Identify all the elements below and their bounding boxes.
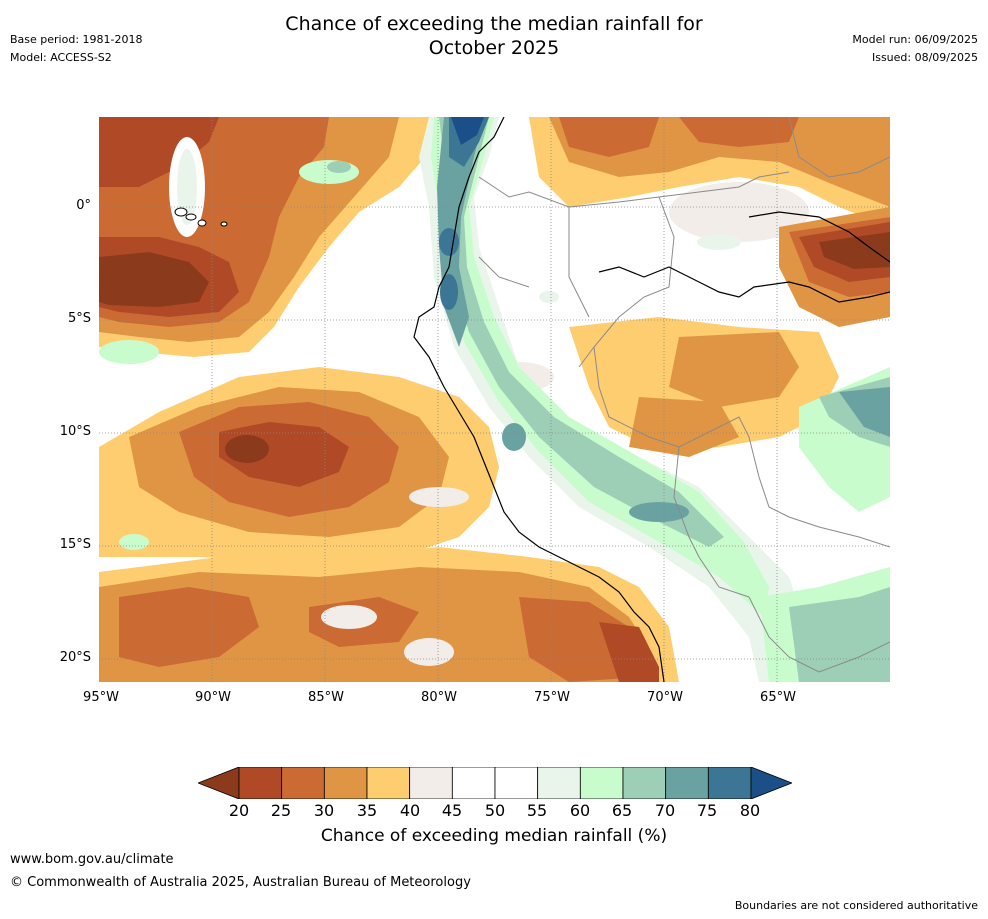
lat-label-20s: 20°S [59, 650, 91, 665]
map-title: Chance of exceeding the median rainfall … [0, 12, 988, 60]
footer-copyright: © Commonwealth of Australia 2025, Austra… [10, 875, 471, 890]
legend-swatch [366, 766, 411, 800]
legend-tick: 75 [696, 801, 718, 820]
lat-label-10s: 10°S [59, 424, 91, 439]
model-run: Model run: 06/09/2025 [852, 33, 978, 46]
legend-swatch [665, 766, 709, 800]
base-period: Base period: 1981-2018 [10, 33, 143, 46]
legend-swatch [451, 766, 496, 800]
lon-label-85w: 85°W [308, 690, 344, 705]
title-line-2: October 2025 [428, 37, 560, 59]
lat-label-5s: 5°S [67, 311, 91, 326]
eastern-brazil-wet [99, 160, 890, 682]
meta-left: Base period: 1981-2018 Model: ACCESS-S2 [10, 31, 142, 67]
graticule [99, 117, 890, 682]
legend-swatch [494, 766, 539, 800]
amazon-dry-region [569, 317, 839, 457]
legend-tick: 25 [270, 801, 292, 820]
footer-disclaimer: Boundaries are not considered authoritat… [734, 899, 978, 912]
southern-dry-band [99, 547, 679, 682]
legend-colorbar [196, 766, 794, 800]
galapagos-islands [174, 207, 228, 227]
legend-swatch [238, 766, 283, 800]
legend-swatch [537, 766, 581, 800]
lon-label-65w: 65°W [760, 690, 796, 705]
lon-label-75w: 75°W [534, 690, 570, 705]
legend-tick: 55 [526, 801, 548, 820]
lon-label-80w: 80°W [421, 690, 457, 705]
legend-tick: 80 [739, 801, 761, 820]
country-boundaries [478, 117, 890, 673]
andean-wet-band [419, 117, 809, 682]
legend-swatch [323, 766, 368, 800]
legend-tick: 30 [313, 801, 335, 820]
legend-title: Chance of exceeding median rainfall (%) [320, 826, 668, 846]
legend-swatch [707, 766, 752, 800]
central-pacific-dry-band [99, 367, 499, 562]
legend-swatch [409, 766, 453, 800]
lon-label-70w: 70°W [647, 690, 683, 705]
title-line-1: Chance of exceeding the median rainfall … [285, 13, 703, 35]
legend-swatch [281, 766, 325, 800]
northern-south-america-dry [529, 117, 890, 327]
coastline [413, 117, 890, 682]
model-name: Model: ACCESS-S2 [10, 51, 112, 64]
rainfall-map [99, 117, 890, 682]
legend-swatch [579, 766, 624, 800]
legend-tick: 60 [569, 801, 591, 820]
legend-extend-low [196, 766, 240, 800]
issued-date: Issued: 08/09/2025 [871, 51, 978, 64]
meta-right: Model run: 06/09/2025 Issued: 08/09/2025 [852, 31, 978, 67]
footer-url[interactable]: www.bom.gov.au/climate [10, 852, 174, 867]
legend-tick: 65 [611, 801, 633, 820]
legend-swatch [622, 766, 667, 800]
legend-tick: 45 [441, 801, 463, 820]
lon-label-90w: 90°W [195, 690, 231, 705]
legend-tick: 20 [228, 801, 250, 820]
legend-tick: 40 [399, 801, 421, 820]
lat-label-15s: 15°S [59, 537, 91, 552]
lat-label-0: 0° [76, 198, 91, 213]
legend-tick: 50 [484, 801, 506, 820]
legend-extend-high [750, 766, 794, 800]
lon-label-95w: 95°W [83, 690, 119, 705]
legend-tick: 35 [356, 801, 378, 820]
legend-tick: 70 [654, 801, 676, 820]
